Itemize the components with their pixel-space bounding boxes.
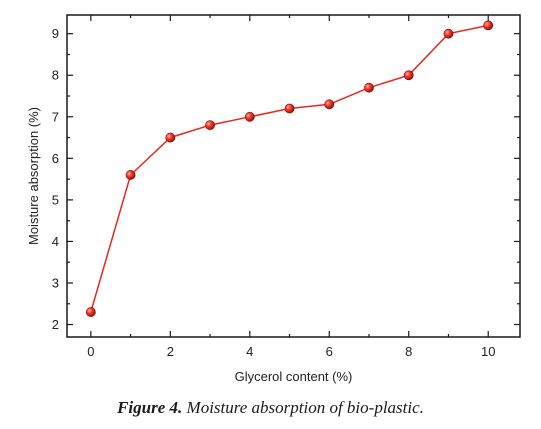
x-tick-label: 2 <box>167 344 174 359</box>
plot-frame <box>66 14 521 338</box>
x-tick-label: 0 <box>87 344 94 359</box>
axis-tick-labels: 0 2 4 6 8 10 2 3 4 5 6 7 8 9 <box>52 26 496 359</box>
y-tick-label: 6 <box>52 151 59 166</box>
figure-caption-text: Moisture absorption of bio-plastic. <box>186 398 424 417</box>
data-point <box>443 28 454 39</box>
y-tick-label: 2 <box>52 317 59 332</box>
figure-caption: Figure 4. Moisture absorption of bio-pla… <box>0 398 541 418</box>
data-point <box>165 132 176 143</box>
x-tick-label: 4 <box>246 344 253 359</box>
y-tick-label: 5 <box>52 192 59 207</box>
y-axis-title: Moisture absorption (%) <box>26 107 41 245</box>
x-tick-label: 10 <box>481 344 495 359</box>
data-point <box>324 99 335 110</box>
series-line <box>90 24 489 313</box>
data-point <box>364 82 374 93</box>
x-tick-label: 8 <box>405 344 412 359</box>
line-chart: 0 2 4 6 8 10 2 3 4 5 6 7 8 9 Glycerol content (%) Moi… <box>26 14 521 384</box>
data-point <box>205 120 215 131</box>
data-point <box>403 70 414 81</box>
series-markers <box>85 20 494 317</box>
x-axis-title: Glycerol content (%) <box>235 369 353 384</box>
data-point <box>244 111 255 122</box>
data-point <box>85 307 96 317</box>
axis-ticks <box>67 15 520 337</box>
data-point <box>483 20 494 31</box>
data-point <box>125 170 136 180</box>
y-tick-label: 7 <box>52 109 59 124</box>
data-point <box>284 103 295 114</box>
y-tick-label: 4 <box>52 234 59 249</box>
x-tick-label: 6 <box>326 344 333 359</box>
y-tick-label: 8 <box>52 68 59 83</box>
y-tick-label: 9 <box>52 26 59 41</box>
y-tick-label: 3 <box>52 275 59 290</box>
figure-caption-label: Figure 4. <box>117 398 183 417</box>
